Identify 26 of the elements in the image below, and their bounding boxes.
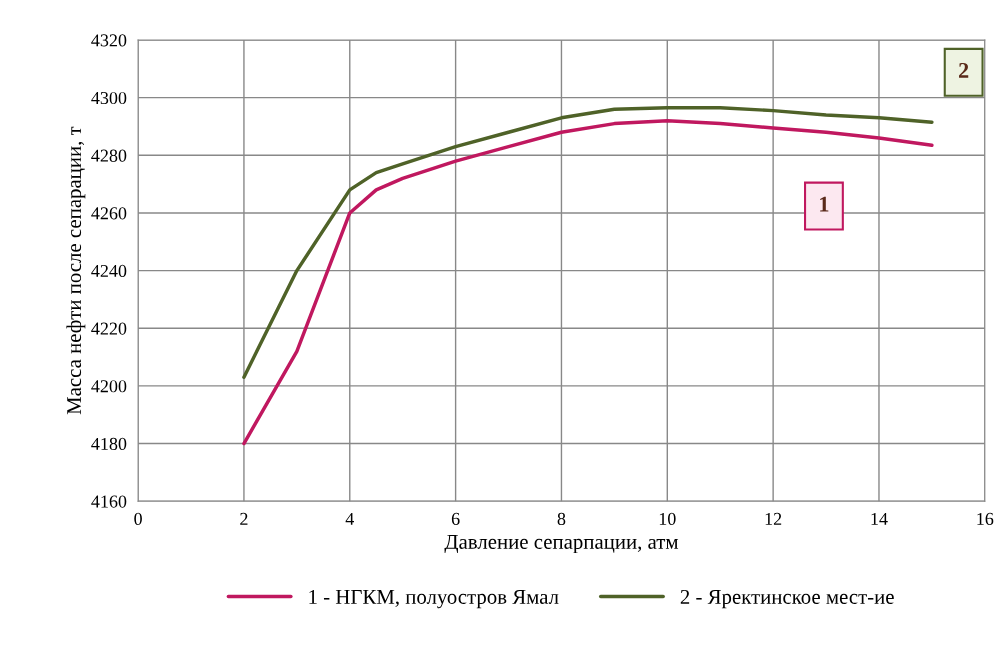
x-tick-label: 12 [765,512,782,525]
x-tick-label: 14 [871,512,888,525]
x-tick-label: 2 [240,512,248,525]
x-tick-label: 10 [659,512,676,525]
y-tick-label: 4260 [91,207,127,220]
legend-label: 2 - Яректинское мест-ие [680,589,894,609]
y-tick-label: 4200 [91,380,127,393]
y-tick-label: 4220 [91,322,127,335]
line-series [242,118,934,446]
annotation: 1 [820,196,829,212]
x-tick-label: 6 [451,512,460,525]
annotation: 2 [959,62,969,78]
x-tick-label: 0 [134,512,142,525]
y-tick-label: 4280 [91,149,127,162]
x-axis-title: Давление сепарпации, атм [444,535,679,554]
y-axis-title: Масса нефти после сепарации, т [66,126,86,415]
x-tick-label: 8 [557,512,566,525]
y-tick-label: 4320 [91,34,127,47]
y-tick-label: 4300 [91,91,127,105]
y-tick-label: 4240 [91,264,127,278]
x-tick-label: 16 [977,512,994,525]
x-tick-label: 4 [345,512,355,525]
y-tick-label: 4180 [91,437,127,450]
line-series [242,106,934,379]
y-tick-label: 4160 [91,495,127,508]
legend-label: 1 - НГКМ, полуостров Ямал [309,589,559,609]
